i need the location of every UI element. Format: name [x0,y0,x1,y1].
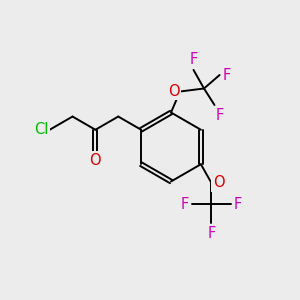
Text: F: F [223,68,231,82]
Text: F: F [216,108,224,123]
Text: O: O [168,84,179,99]
Text: F: F [189,52,198,67]
Text: O: O [90,153,101,168]
Text: F: F [207,226,215,241]
Text: F: F [181,197,189,212]
Text: Cl: Cl [34,122,48,137]
Text: O: O [213,175,224,190]
Text: F: F [234,197,242,212]
